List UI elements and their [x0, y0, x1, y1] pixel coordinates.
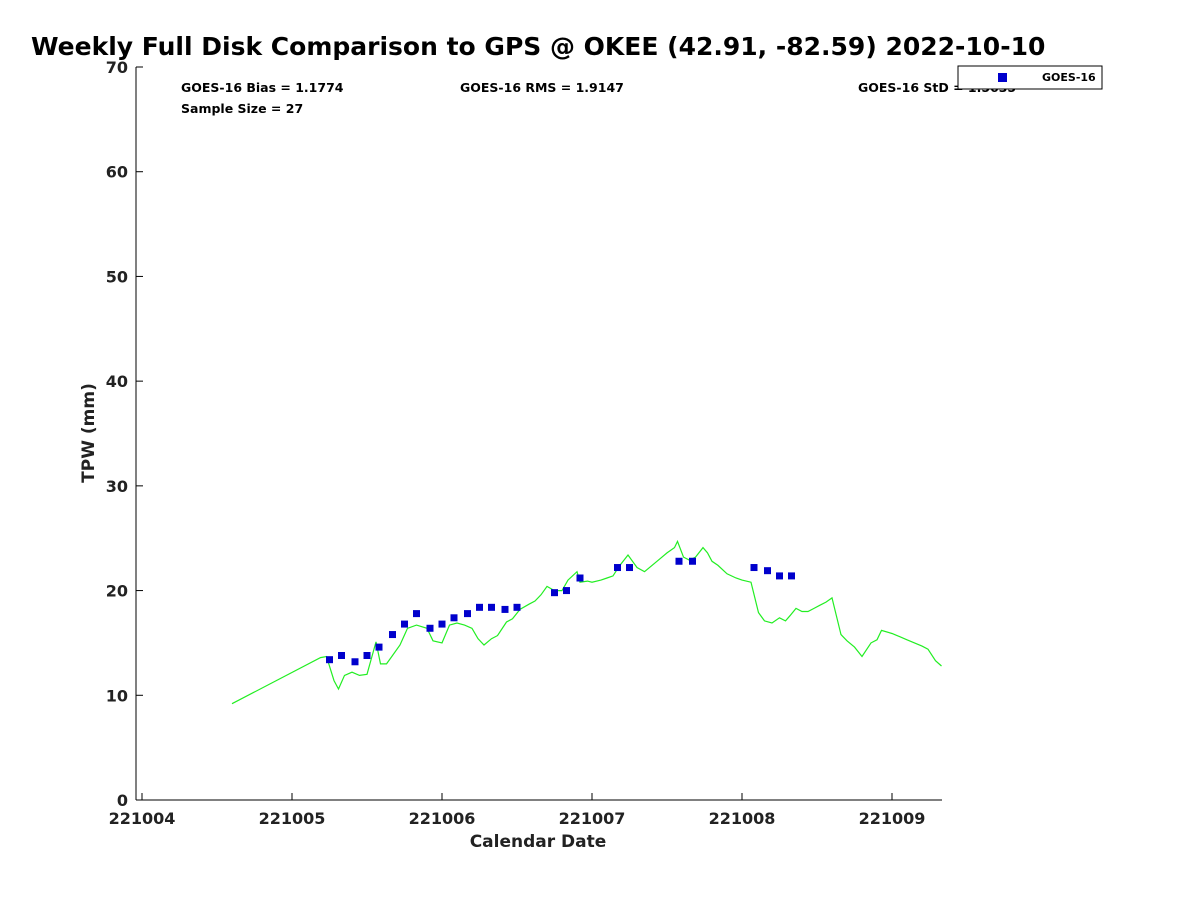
x-axis-label: Calendar Date	[470, 832, 607, 852]
goes16-point	[551, 589, 558, 597]
y-tick-label: 60	[106, 163, 128, 182]
goes16-point	[689, 557, 696, 565]
legend-box	[957, 65, 1103, 90]
y-tick-label: 30	[106, 477, 128, 496]
goes16-point	[363, 651, 371, 659]
goes16-point	[338, 651, 345, 659]
goes16-point	[413, 610, 420, 618]
goes16-point	[788, 572, 795, 580]
goes16-point	[776, 572, 783, 580]
x-tick-label: 221007	[559, 809, 626, 828]
y-tick-label: 20	[106, 582, 128, 601]
y-tick-label: 70	[106, 58, 128, 77]
x-tick-label: 221008	[709, 809, 776, 828]
y-ticks: 0 10 20 30 40 50 60 70	[106, 58, 143, 810]
chart-title: Weekly Full Disk Comparison to GPS @ OKE…	[31, 32, 1045, 61]
x-tick-label: 221009	[859, 809, 926, 828]
goes16-point	[488, 603, 495, 611]
goes16-point	[389, 631, 396, 639]
y-tick-label: 40	[106, 372, 128, 391]
goes16-point	[476, 603, 483, 611]
goes16-point	[750, 564, 758, 572]
y-tick-label: 0	[117, 791, 128, 810]
y-axis-label: TPW (mm)	[79, 383, 99, 483]
goes16-point	[764, 567, 771, 575]
x-tick-label: 221005	[259, 809, 326, 828]
sample-size-stat: Sample Size = 27	[181, 101, 303, 116]
legend-marker	[998, 73, 1007, 82]
goes16-point	[438, 620, 446, 628]
goes16-point	[563, 587, 570, 595]
goes16-point	[576, 574, 584, 582]
x-tick-label: 221004	[109, 809, 176, 828]
bias-stat: GOES-16 Bias = 1.1774	[181, 80, 344, 95]
goes16-point	[614, 564, 621, 572]
goes16-point	[351, 658, 359, 666]
rms-stat: GOES-16 RMS = 1.9147	[460, 80, 624, 95]
y-tick-label: 10	[106, 686, 128, 705]
goes16-point	[675, 557, 683, 565]
y-tick-label: 50	[106, 267, 128, 286]
goes16-point	[626, 564, 633, 572]
plot-area	[231, 539, 942, 705]
gps-tpw-line	[231, 539, 942, 705]
goes16-point	[426, 624, 434, 632]
goes16-point	[375, 643, 383, 651]
goes16-point	[450, 614, 458, 622]
goes16-point	[401, 620, 408, 628]
goes16-point	[501, 605, 509, 613]
goes16-point	[464, 610, 471, 618]
goes16-point	[326, 656, 333, 664]
x-tick-label: 221006	[409, 809, 476, 828]
legend-label: GOES-16	[1042, 71, 1096, 84]
legend: GOES-16	[957, 65, 1103, 90]
x-ticks: 221004 221005 221006 221007 221008 221009	[109, 793, 926, 828]
goes16-point	[513, 603, 521, 611]
